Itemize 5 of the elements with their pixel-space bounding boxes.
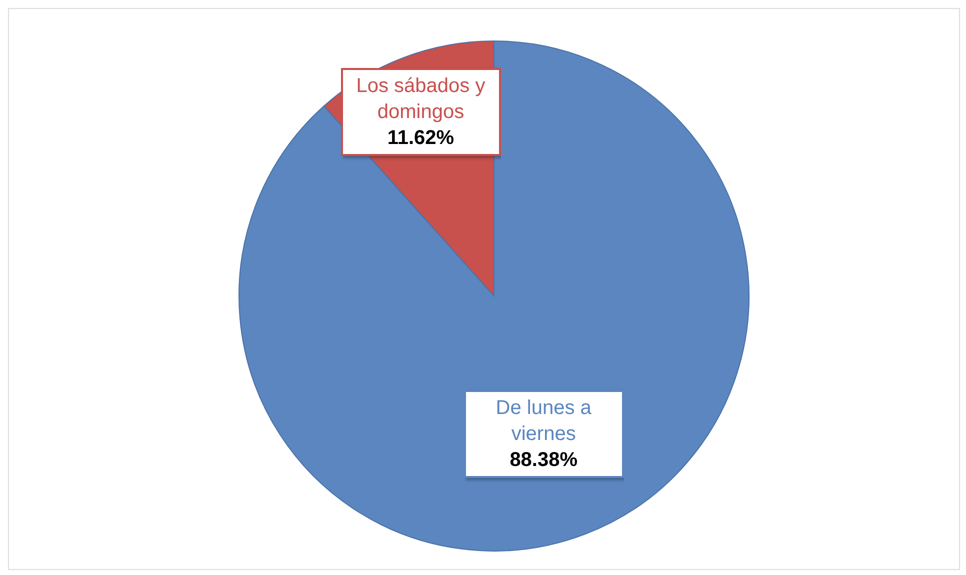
pie-slice <box>239 40 750 552</box>
slice-label: De lunes a viernes <box>494 396 592 447</box>
slice-label: Los sábados y domingos <box>355 74 486 126</box>
data-label: 88.38% <box>508 448 579 473</box>
data-label: 11.62% <box>386 126 456 152</box>
